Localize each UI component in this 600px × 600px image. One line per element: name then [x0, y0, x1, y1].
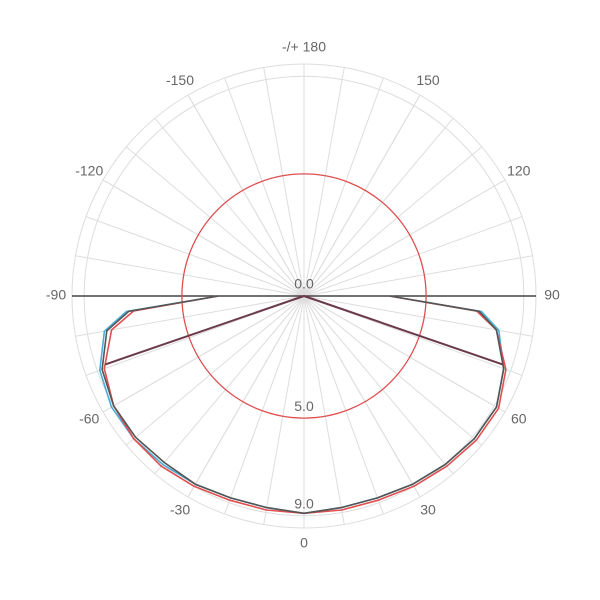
- plot: [99, 173, 507, 515]
- angle-tick: [187, 295, 305, 498]
- angle-tick-label: 60: [511, 411, 527, 427]
- spoke: [303, 117, 454, 297]
- angle-tick-label: 0: [300, 535, 308, 551]
- intensity-curve: [101, 295, 505, 515]
- angle-tick: [303, 295, 421, 498]
- r-tick-label: 0.0: [294, 276, 314, 292]
- spoke: [224, 295, 305, 515]
- beam-line: [105, 295, 503, 366]
- r-tick-label: 5.0: [294, 398, 314, 414]
- spoke: [224, 77, 305, 297]
- spoke: [303, 77, 384, 297]
- spoke: [303, 295, 483, 446]
- angle-tick-label: -90: [46, 287, 66, 303]
- angle-tick: [187, 94, 305, 297]
- spoke: [303, 295, 533, 337]
- spoke: [263, 295, 305, 525]
- angle-tick-label: -150: [166, 72, 194, 88]
- angle-tick-label: -30: [170, 501, 190, 517]
- angle-tick: [303, 179, 506, 297]
- spoke: [303, 295, 454, 475]
- angle-tick-label: 30: [420, 501, 436, 517]
- spoke: [303, 67, 345, 297]
- angle-tick-label: -/+ 180: [282, 39, 326, 55]
- angle-tick: [303, 295, 506, 413]
- angle-tick-label: 120: [507, 163, 531, 179]
- angle-tick-label: 90: [544, 287, 560, 303]
- angle-tick: [303, 94, 421, 297]
- spoke: [263, 67, 305, 297]
- spoke: [154, 117, 305, 297]
- spoke: [85, 216, 305, 297]
- spoke: [75, 255, 305, 297]
- spoke: [125, 295, 305, 446]
- spoke: [303, 295, 345, 525]
- spoke: [154, 295, 305, 475]
- reference-circle: [181, 173, 427, 419]
- angle-tick-label: 150: [416, 72, 440, 88]
- spoke: [125, 146, 305, 297]
- spoke: [303, 295, 384, 515]
- labels: 0.0 5.0 9.0 -150 -120 -90 -60 -30 0 30 60 90 120 150 -…: [46, 39, 560, 551]
- angle-tick: [102, 179, 305, 297]
- angle-tick-label: -120: [75, 163, 103, 179]
- spoke: [303, 255, 533, 297]
- spoke: [303, 146, 483, 297]
- angle-tick: [102, 295, 305, 413]
- spoke: [75, 295, 305, 337]
- angle-tick-label: -60: [79, 411, 99, 427]
- r-tick-label: 9.0: [294, 495, 314, 511]
- spoke: [303, 216, 523, 297]
